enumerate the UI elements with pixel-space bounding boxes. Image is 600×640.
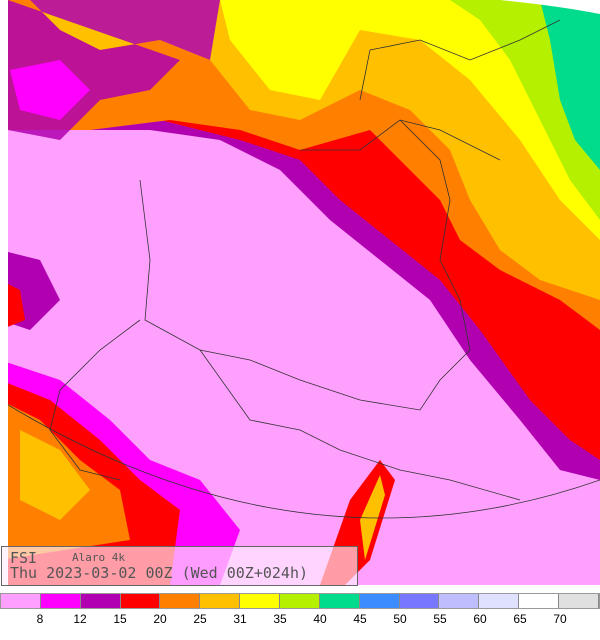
legend-tick-label: 40 [313, 612, 327, 626]
legend-tick-label: 50 [393, 612, 407, 626]
legend-tick-label: 55 [433, 612, 447, 626]
valid-time-label: Thu 2023-03-02 00Z (Wed 00Z+024h) [10, 564, 309, 582]
legend-tick-label: 12 [73, 612, 87, 626]
country-borders [0, 19, 600, 519]
legend-swatch [160, 594, 201, 608]
legend-tick-label: 31 [233, 612, 247, 626]
legend-tick-label: 20 [153, 612, 167, 626]
legend-tick-label: 15 [113, 612, 127, 626]
field-gold-s [360, 475, 385, 560]
legend-swatch [280, 594, 320, 608]
legend-swatch [200, 594, 241, 608]
legend-tick-label: 65 [513, 612, 527, 626]
legend-swatch [120, 594, 161, 608]
legend-swatch [439, 594, 480, 608]
variable-label: FSI [10, 549, 38, 567]
legend-tick-label: 8 [36, 612, 44, 626]
legend-swatch [559, 594, 599, 608]
legend-swatch [40, 594, 81, 608]
field-gold-sw [20, 430, 90, 520]
legend-swatch [479, 594, 520, 608]
projection-edge [500, 0, 600, 14]
legend-swatch [519, 594, 560, 608]
color-legend [0, 593, 600, 609]
legend-tick-label: 70 [553, 612, 567, 626]
map-margin [0, 0, 8, 585]
legend-tick-label: 25 [193, 612, 207, 626]
legend-swatch [240, 594, 281, 608]
legend-swatch [1, 594, 41, 608]
map-title-box: FSI Alaro 4k Thu 2023-03-02 00Z (Wed 00Z… [1, 546, 358, 586]
legend-swatch [80, 594, 121, 608]
field-gold [30, 0, 600, 300]
field-magenta-nw [10, 60, 90, 120]
model-label: Alaro 4k [72, 551, 125, 564]
legend-swatch [359, 594, 400, 608]
fsi-map [0, 0, 600, 585]
field-green [540, 0, 600, 170]
legend-tick-label: 60 [473, 612, 487, 626]
legend-tick-label: 35 [273, 612, 287, 626]
field-yellow [220, 0, 600, 240]
legend-tick-label: 45 [353, 612, 367, 626]
legend-swatch [399, 594, 440, 608]
legend-swatch [319, 594, 360, 608]
